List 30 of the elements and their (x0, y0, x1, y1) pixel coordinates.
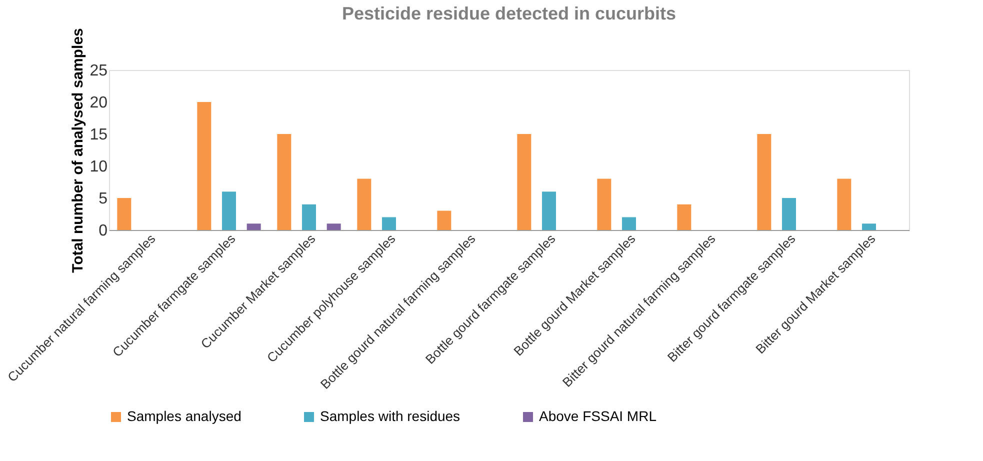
bar (326, 224, 341, 230)
bar (382, 217, 396, 230)
bar (542, 192, 556, 230)
y-axis-title: Total number of analysed samples (70, 28, 87, 273)
bar (117, 198, 132, 230)
y-tick-label: 10 (90, 158, 108, 176)
bar (622, 217, 636, 230)
bar (277, 134, 292, 230)
y-tick-label: 0 (98, 222, 108, 240)
legend-label: Samples with residues (320, 408, 460, 424)
y-tick-label: 15 (90, 126, 108, 144)
legend-label: Samples analysed (127, 408, 242, 424)
y-tick-label: 5 (98, 190, 108, 208)
bar (837, 178, 852, 230)
y-tick-label: 20 (90, 94, 108, 112)
bar (357, 178, 372, 230)
bar (437, 210, 452, 230)
y-tick-label: 25 (90, 62, 108, 80)
bar (597, 178, 612, 230)
legend-label: Above FSSAI MRL (539, 408, 657, 424)
bar (677, 204, 692, 230)
bar (302, 204, 316, 230)
chart-title: Pesticide residue detected in cucurbits (342, 4, 676, 24)
bar (197, 102, 212, 230)
bar (782, 198, 796, 230)
bar (246, 224, 261, 230)
bar (757, 134, 772, 230)
bar (222, 192, 236, 230)
bar (862, 224, 876, 230)
bar (517, 134, 532, 230)
